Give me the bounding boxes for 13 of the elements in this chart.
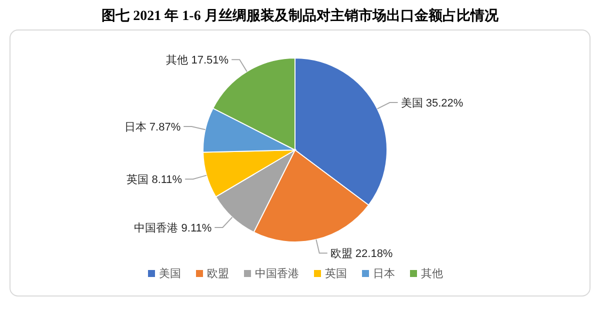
legend-label: 日本 — [373, 267, 395, 280]
slice-label: 日本 — [124, 120, 150, 134]
slice-label: 中国香港 — [134, 221, 182, 234]
legend-label: 英国 — [325, 267, 347, 280]
slice-label: 欧盟 — [330, 248, 356, 260]
slice-label: 其他 — [166, 54, 192, 67]
legend-label: 欧盟 — [207, 268, 229, 280]
legend-label: 其他 — [421, 267, 443, 280]
slice-label: 英国 — [126, 173, 152, 186]
chart-title: 图七 2021 年 1-6 月丝绸服装及制品对主销市场出口金额占比情况 — [102, 7, 500, 24]
legend-label: 美国 — [159, 267, 181, 280]
legend-label: 中国香港 — [255, 267, 299, 280]
slice-label: 美国 — [400, 96, 426, 110]
